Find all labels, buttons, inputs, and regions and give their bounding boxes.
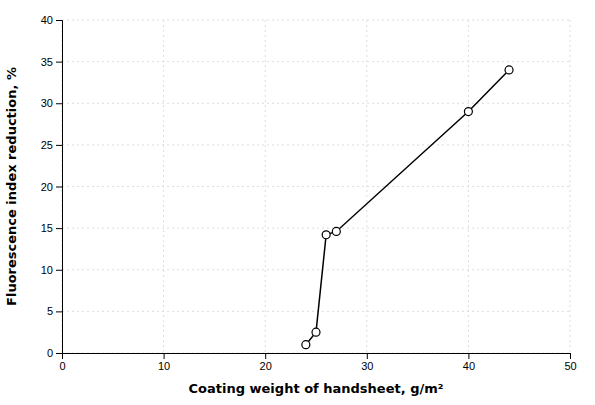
grid-line-y (62, 269, 570, 270)
x-axis-title: Coating weight of handsheet, g/m² (189, 381, 444, 396)
x-tick-label: 0 (59, 360, 65, 372)
y-axis: 0 5 10 15 20 25 30 35 40 (41, 14, 63, 359)
grid-line-y (62, 144, 570, 145)
y-axis-title: Fluorescence index reduction, % (4, 67, 19, 306)
x-tick-mark (468, 353, 469, 359)
y-tick: 0 (47, 347, 62, 359)
y-tick-label: 15 (41, 222, 53, 234)
y-tick-mark (56, 103, 62, 104)
x-tick-label: 20 (260, 360, 272, 372)
x-axis-line (63, 354, 571, 360)
x-tick-mark (265, 353, 266, 359)
y-tick: 40 (41, 14, 62, 26)
data-point (505, 66, 513, 74)
grid (62, 20, 570, 353)
x-tick-label: 30 (361, 360, 373, 372)
data-point (332, 227, 340, 235)
data-point (322, 231, 330, 239)
y-tick-label: 25 (41, 139, 53, 151)
grid-line-y (62, 228, 570, 229)
x-tick: 40 (463, 353, 475, 372)
y-tick: 20 (41, 181, 62, 193)
y-tick-mark (56, 228, 62, 229)
y-tick: 5 (47, 305, 62, 317)
grid-line-y (62, 311, 570, 312)
y-tick-mark (56, 311, 62, 312)
grid-line-y (62, 186, 570, 187)
y-tick: 25 (41, 139, 62, 151)
data-line (306, 70, 509, 345)
data-point (302, 341, 310, 349)
y-tick: 10 (41, 264, 62, 276)
data-point (464, 108, 472, 116)
chart-svg: 0 10 20 30 40 50 0 5 10 15 20 25 30 35 40 Coating weigh… (0, 0, 595, 405)
marks (302, 66, 513, 349)
x-tick-label: 10 (158, 360, 170, 372)
data-point (312, 328, 320, 336)
x-tick-mark (570, 353, 571, 359)
y-tick-label: 20 (41, 181, 53, 193)
x-tick: 50 (564, 353, 576, 372)
grid-line-y (62, 20, 570, 21)
y-tick-label: 0 (47, 347, 53, 359)
y-tick-mark (56, 270, 62, 271)
y-axis-line (56, 21, 63, 354)
y-tick-label: 10 (41, 264, 53, 276)
grid-line-x (265, 20, 266, 353)
x-tick: 20 (260, 353, 272, 372)
x-tick: 10 (158, 353, 170, 372)
y-tick: 30 (41, 97, 62, 109)
x-tick-mark (164, 353, 165, 359)
x-tick-label: 50 (564, 360, 576, 372)
y-tick-mark (56, 353, 62, 354)
x-tick: 0 (59, 353, 65, 372)
y-tick-mark (56, 187, 62, 188)
x-axis: 0 10 20 30 40 50 (59, 353, 576, 372)
y-tick: 15 (41, 222, 62, 234)
x-tick: 30 (361, 353, 373, 372)
y-tick-label: 35 (41, 56, 53, 68)
plot-area: 0 10 20 30 40 50 0 5 10 15 20 25 30 35 40 (41, 14, 577, 372)
y-tick-mark (56, 20, 62, 21)
x-tick-mark (367, 353, 368, 359)
y-tick-label: 40 (41, 14, 53, 26)
y-tick-label: 5 (47, 305, 53, 317)
x-tick-label: 40 (463, 360, 475, 372)
grid-line-y (62, 103, 570, 104)
grid-line-y (62, 61, 570, 62)
y-tick-label: 30 (41, 97, 53, 109)
y-tick: 35 (41, 56, 62, 68)
y-tick-mark (56, 62, 62, 63)
y-tick-mark (56, 145, 62, 146)
